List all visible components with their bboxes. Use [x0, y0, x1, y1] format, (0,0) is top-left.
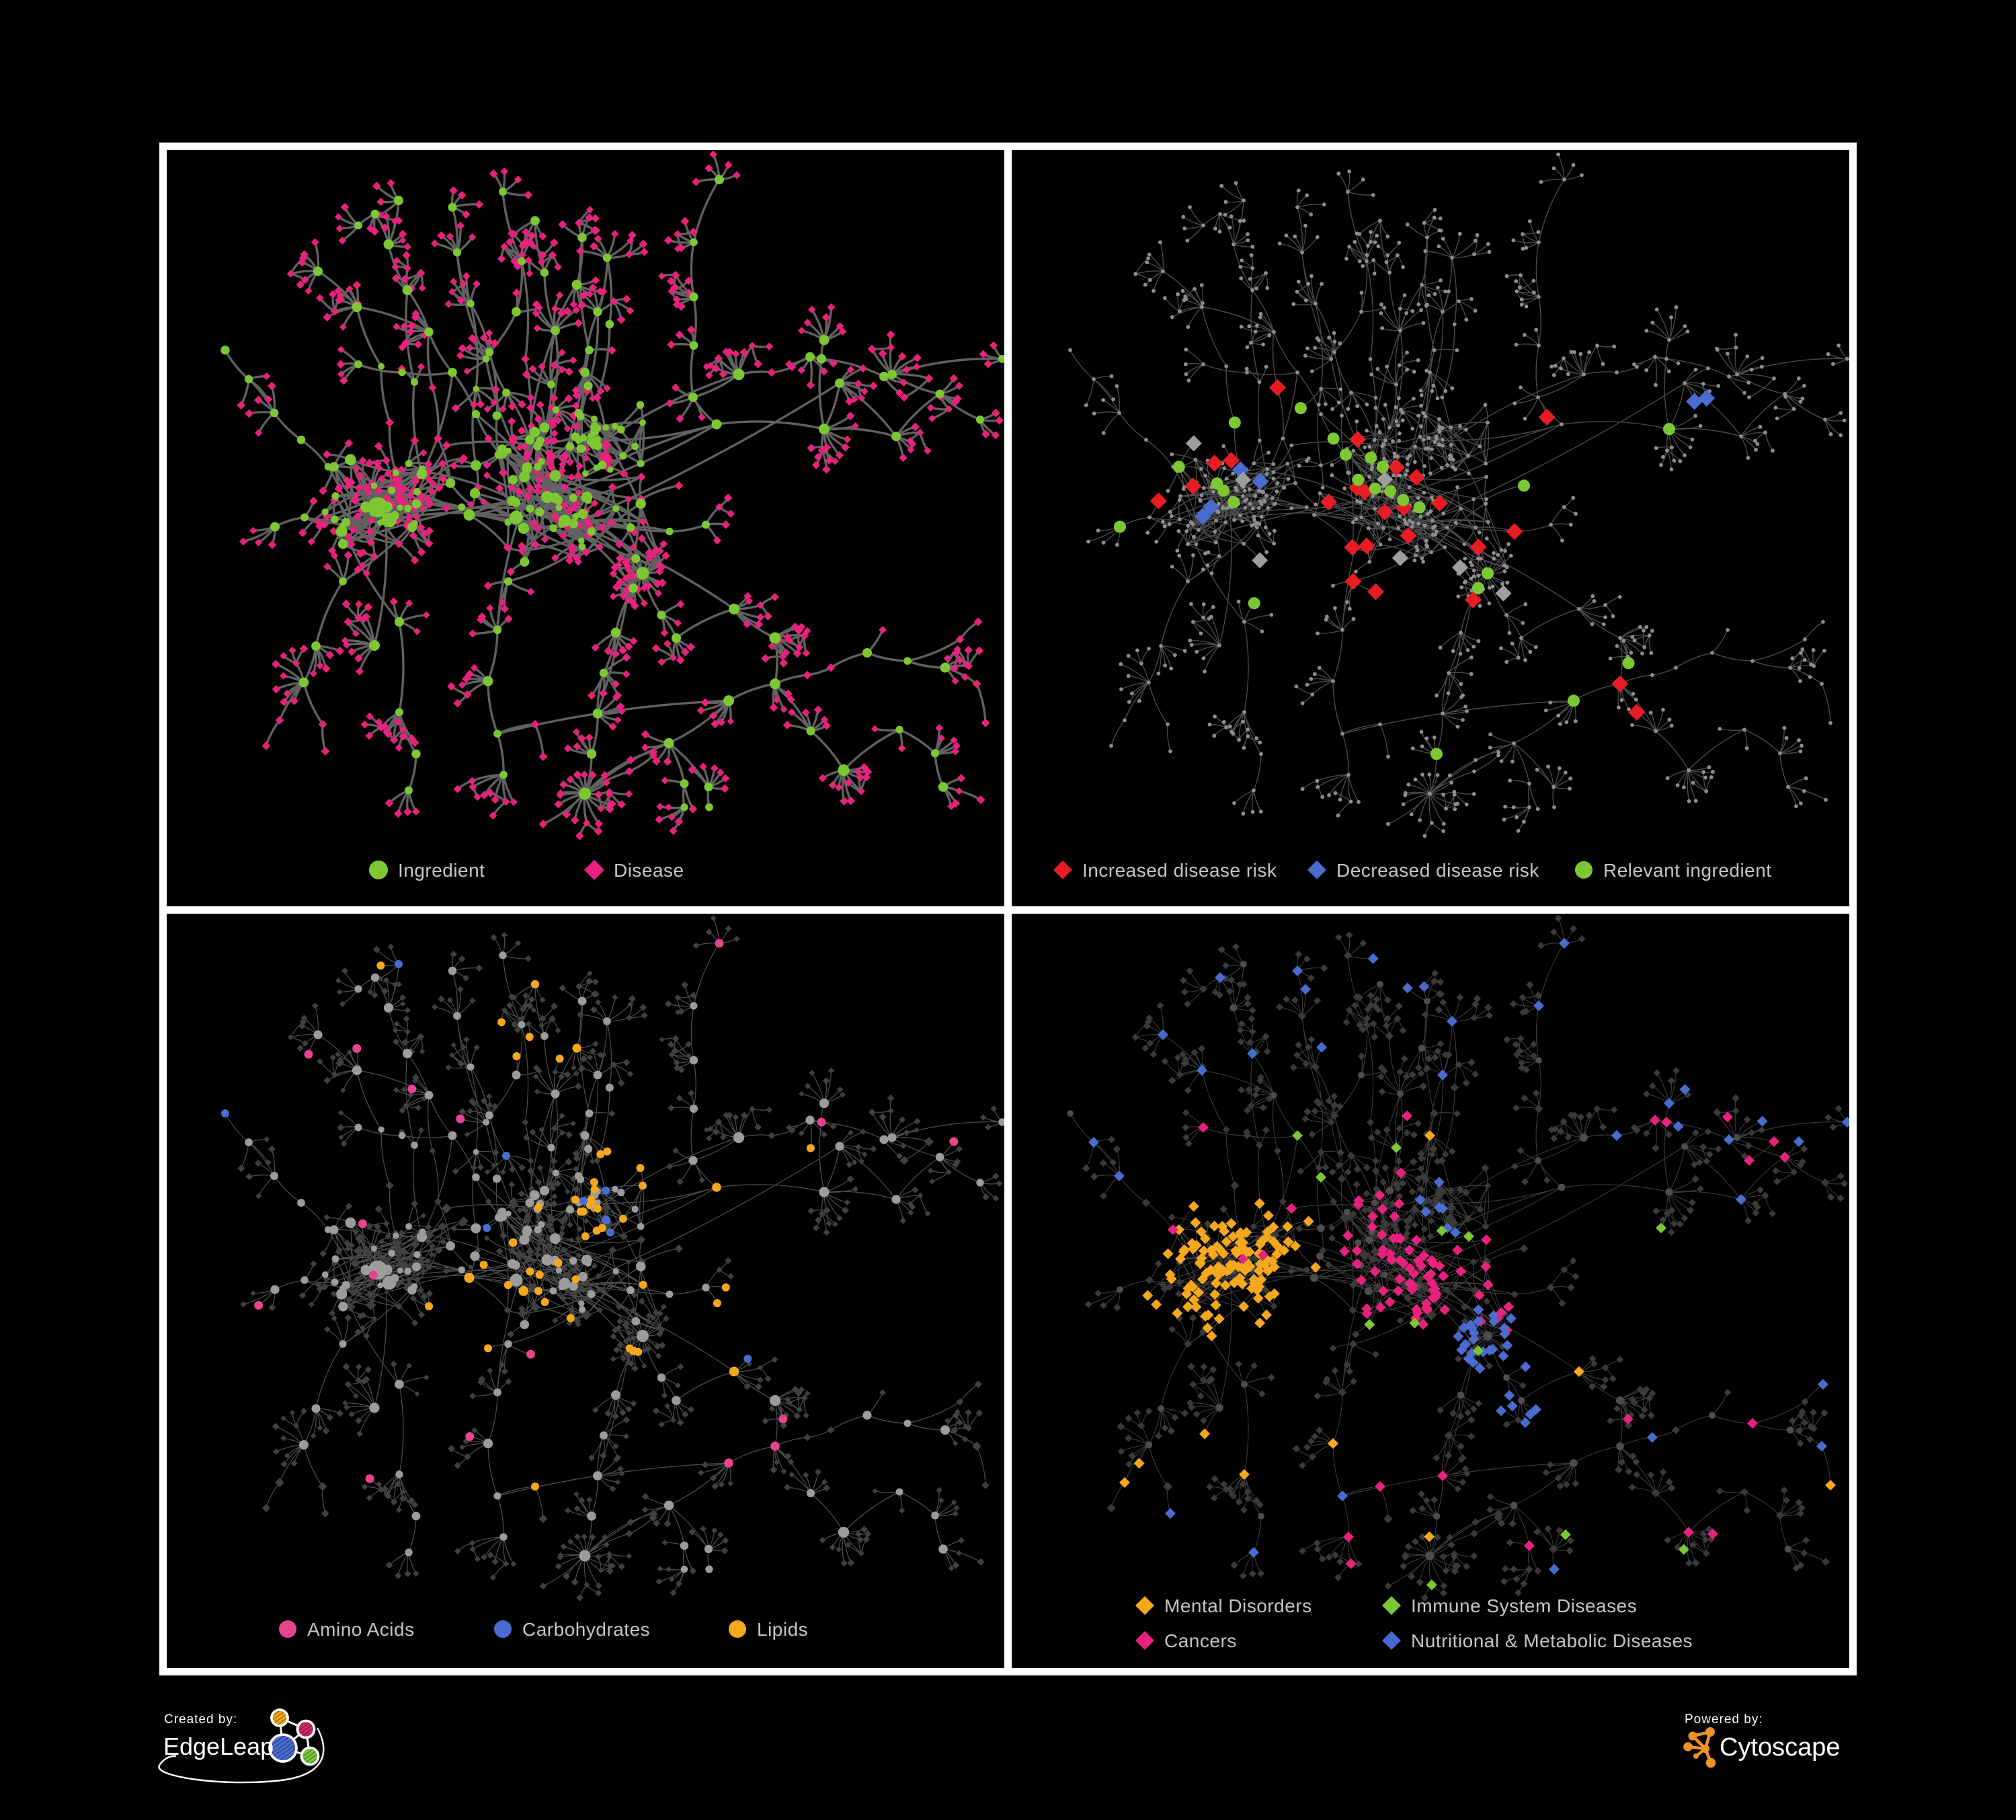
svg-text:EdgeLeap: EdgeLeap [163, 1733, 274, 1760]
svg-text:Increased disease risk: Increased disease risk [1082, 860, 1277, 881]
svg-text:Disease: Disease [614, 860, 684, 881]
svg-text:Lipids: Lipids [757, 1619, 808, 1640]
svg-text:Nutritional & Metabolic Diseas: Nutritional & Metabolic Diseases [1411, 1630, 1693, 1651]
svg-text:Powered by:: Powered by: [1685, 1712, 1763, 1727]
svg-text:Decreased disease risk: Decreased disease risk [1336, 860, 1539, 881]
svg-text:Carbohydrates: Carbohydrates [522, 1619, 650, 1640]
svg-text:Mental Disorders: Mental Disorders [1164, 1595, 1312, 1616]
svg-text:Ingredient: Ingredient [398, 860, 485, 881]
svg-text:Amino Acids: Amino Acids [307, 1619, 415, 1640]
svg-text:Immune System Diseases: Immune System Diseases [1411, 1595, 1637, 1616]
svg-text:Created by:: Created by: [164, 1712, 237, 1727]
svg-text:Cancers: Cancers [1164, 1630, 1237, 1651]
svg-text:Cytoscape: Cytoscape [1720, 1733, 1841, 1762]
svg-text:Relevant ingredient: Relevant ingredient [1603, 860, 1772, 881]
